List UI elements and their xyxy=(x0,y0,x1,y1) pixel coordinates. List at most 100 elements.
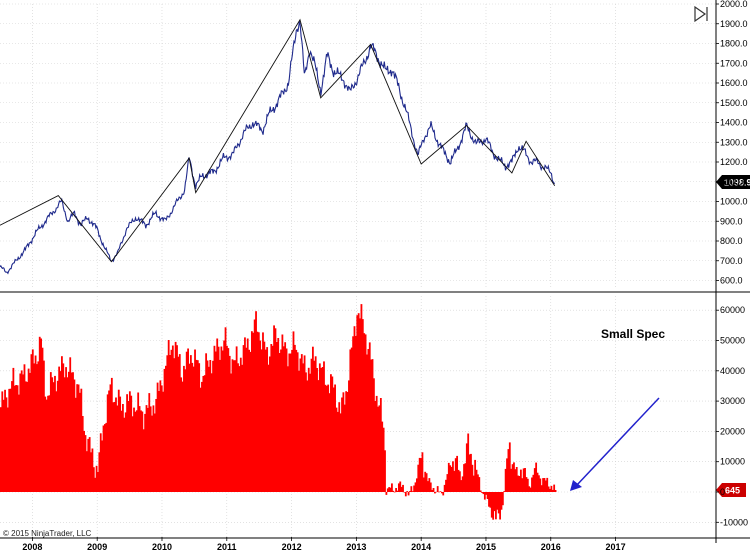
small-spec-bar xyxy=(152,405,155,492)
small-spec-bar xyxy=(77,384,80,492)
small-spec-bar xyxy=(422,477,425,492)
small-spec-bar xyxy=(180,377,183,492)
small-spec-bar xyxy=(443,484,446,492)
small-spec-bar xyxy=(158,391,160,492)
small-spec-bar xyxy=(110,377,113,492)
small-spec-annotation: Small Spec xyxy=(601,327,665,341)
small-spec-bar xyxy=(2,399,5,492)
small-spec-bar xyxy=(553,484,556,492)
copyright-text: © 2015 NinjaTrader, LLC xyxy=(3,529,92,538)
small-spec-bar xyxy=(145,405,148,492)
small-spec-bar xyxy=(397,483,400,492)
small-spec-bar xyxy=(208,366,210,492)
small-spec-bar xyxy=(9,388,12,492)
small-spec-bar xyxy=(374,401,377,492)
small-spec-bar xyxy=(255,311,257,492)
small-spec-bar xyxy=(554,490,557,492)
small-spec-bar xyxy=(346,392,349,492)
small-spec-bar xyxy=(275,342,278,492)
small-spec-bar xyxy=(257,332,260,492)
small-spec-bar xyxy=(363,333,366,492)
small-spec-bar xyxy=(149,406,152,492)
last-price-label: 1098.9 xyxy=(724,177,750,187)
small-spec-bar xyxy=(24,381,27,492)
small-spec-bar xyxy=(393,491,396,493)
small-spec-bar xyxy=(411,491,414,492)
small-spec-bar xyxy=(356,315,359,492)
small-spec-bar xyxy=(361,319,364,492)
small-spec-bar xyxy=(436,486,439,492)
small-spec-bar xyxy=(328,393,331,492)
small-spec-bar xyxy=(26,381,29,492)
small-spec-bar xyxy=(223,340,226,492)
small-spec-bar xyxy=(343,404,346,492)
small-spec-bar xyxy=(327,384,330,492)
small-spec-bar xyxy=(513,462,515,492)
small-spec-bar xyxy=(486,492,489,499)
small-spec-bar xyxy=(550,485,553,492)
small-spec-bar xyxy=(309,373,312,492)
small-spec-bar xyxy=(183,365,185,492)
small-spec-bar xyxy=(273,325,275,492)
arrow-line xyxy=(575,397,660,487)
small-spec-bar xyxy=(224,327,227,492)
small-spec-bar xyxy=(470,453,472,492)
small-spec-bar xyxy=(519,469,522,492)
small-spec-bar xyxy=(291,349,293,492)
small-spec-bar xyxy=(181,381,184,492)
small-spec-bar xyxy=(249,351,252,492)
play-to-end-icon[interactable] xyxy=(694,5,708,23)
small-spec-bar xyxy=(506,458,508,492)
small-spec-bar xyxy=(284,342,287,492)
small-spec-bar xyxy=(134,411,137,492)
small-spec-bar xyxy=(196,360,199,492)
small-spec-bar xyxy=(201,381,203,492)
small-spec-bar xyxy=(330,374,332,492)
small-spec-bar xyxy=(29,372,31,492)
small-spec-bar xyxy=(493,492,496,512)
small-spec-bar xyxy=(464,463,467,492)
small-spec-bar xyxy=(428,478,431,492)
small-spec-bar xyxy=(63,377,66,492)
small-spec-bar xyxy=(403,492,406,493)
small-spec-bar xyxy=(274,328,277,492)
small-spec-bar xyxy=(353,326,356,492)
small-spec-bar xyxy=(138,406,141,492)
small-spec-bar xyxy=(198,363,201,492)
small-spec-bar xyxy=(314,356,317,492)
y-tick-label: 2000.0 xyxy=(720,0,748,9)
small-spec-bar xyxy=(250,331,253,492)
y-tick-label: 1800.0 xyxy=(720,39,748,49)
small-spec-bar xyxy=(221,350,224,492)
small-spec-bar xyxy=(170,349,173,492)
y-tick-label: 20000 xyxy=(720,426,745,436)
small-spec-bar xyxy=(507,449,510,492)
small-spec-bar xyxy=(479,490,482,492)
small-spec-bar xyxy=(31,349,34,492)
small-spec-bar xyxy=(409,491,411,492)
trend-zigzag-line xyxy=(0,18,556,263)
small-spec-bar xyxy=(263,341,266,492)
small-spec-bar xyxy=(287,366,289,492)
small-spec-bar xyxy=(234,360,237,492)
small-spec-bar xyxy=(431,489,434,492)
small-spec-bar xyxy=(195,359,198,492)
small-spec-bar xyxy=(295,349,298,492)
small-spec-bar xyxy=(503,491,506,492)
small-spec-bar xyxy=(508,442,511,492)
small-spec-bar xyxy=(219,359,221,492)
small-spec-bar xyxy=(122,404,124,492)
small-spec-bar xyxy=(212,360,214,492)
small-spec-bar xyxy=(20,370,23,492)
small-spec-bar xyxy=(8,388,11,492)
small-spec-bar xyxy=(538,475,540,492)
small-spec-bar xyxy=(61,356,63,492)
y-tick-label: 700.0 xyxy=(720,256,743,266)
small-spec-bar xyxy=(220,346,223,492)
small-spec-bar xyxy=(518,476,521,492)
small-spec-bar xyxy=(418,457,421,492)
small-spec-bar xyxy=(521,478,524,492)
small-spec-bar xyxy=(72,372,74,492)
small-spec-bar xyxy=(56,380,59,492)
small-spec-bar xyxy=(188,363,191,492)
